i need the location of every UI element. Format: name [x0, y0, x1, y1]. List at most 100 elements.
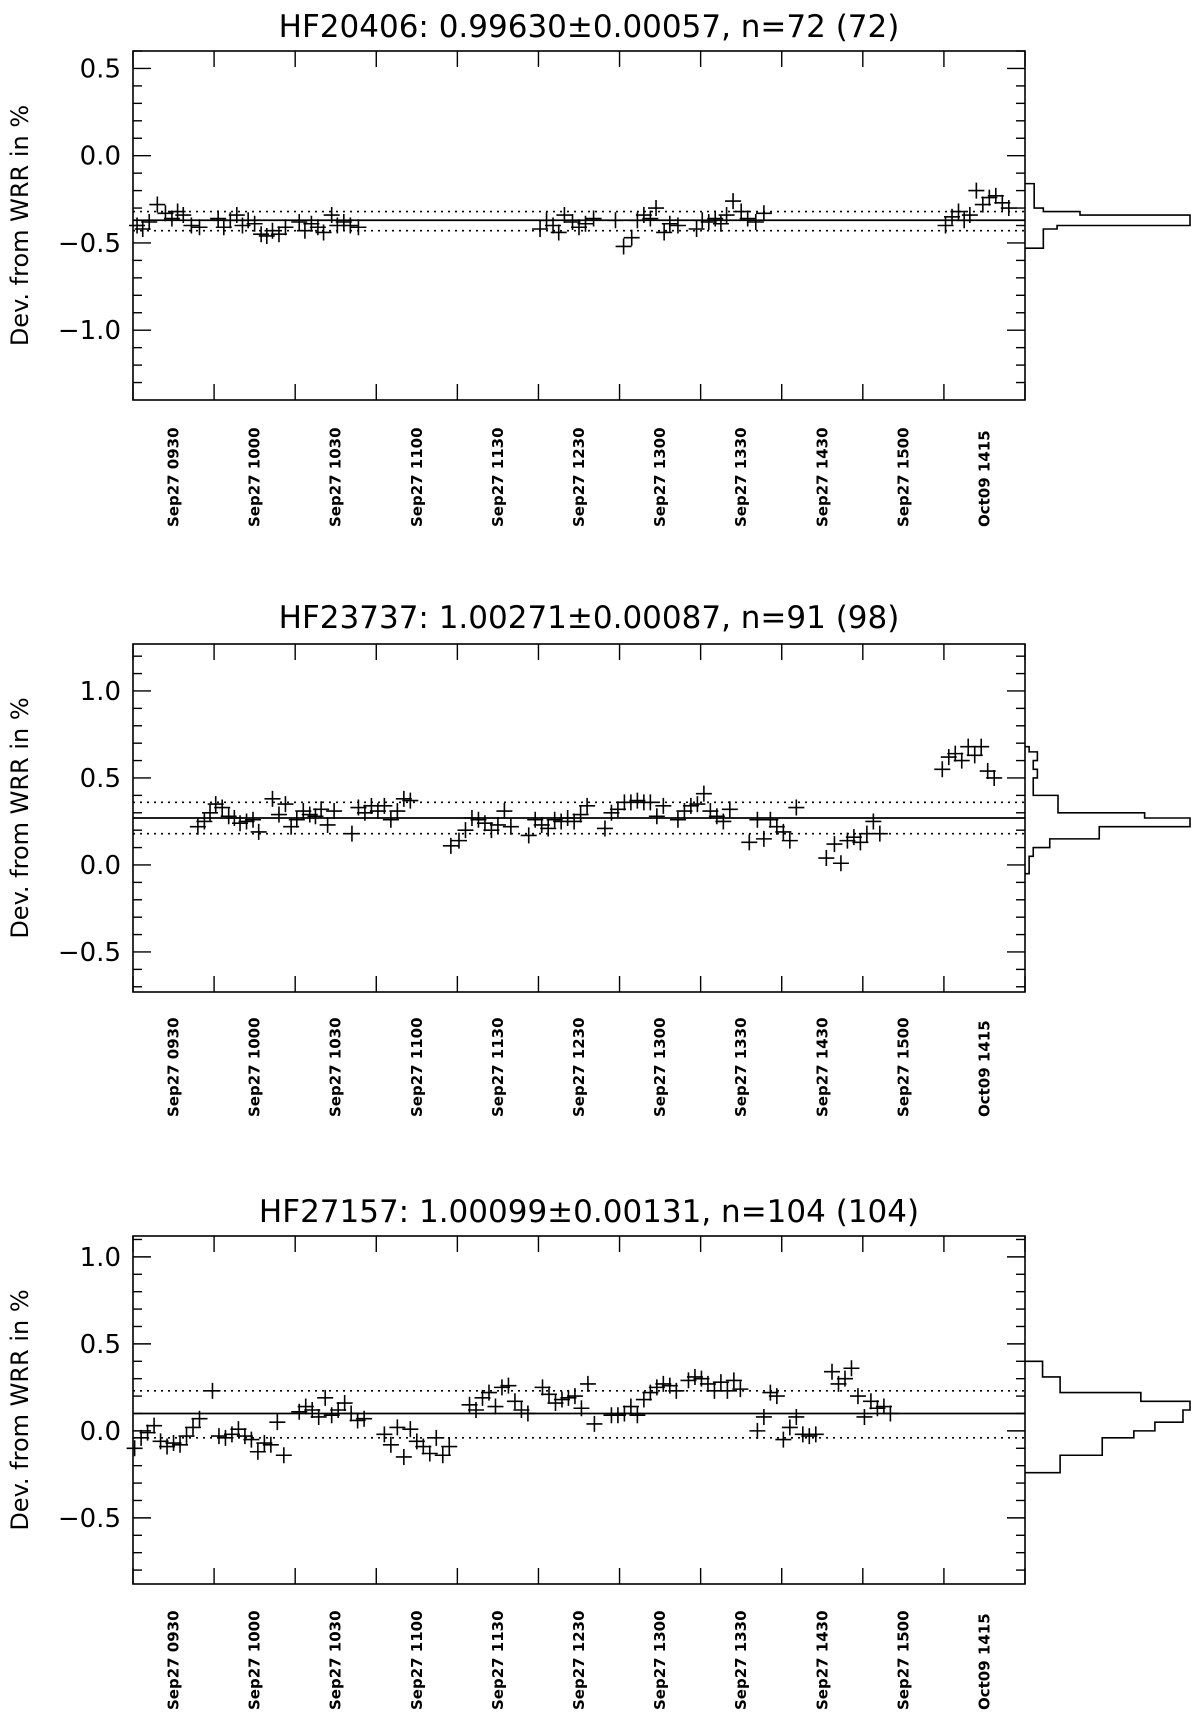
x-tick-label: Sep27 1130 — [489, 1017, 507, 1117]
data-point — [824, 1363, 841, 1380]
data-point — [739, 210, 756, 227]
data-point — [585, 210, 602, 227]
chart-panel-3: HF27157: 1.00099±0.00131, n=104 (104) Dev… — [6, 1194, 1191, 1710]
data-point — [953, 752, 970, 769]
data-point — [217, 1429, 234, 1446]
data-point — [559, 810, 576, 826]
data-point — [642, 794, 659, 811]
data-point — [712, 215, 729, 232]
x-tick-label: Sep27 1300 — [651, 1017, 669, 1117]
data-point — [291, 214, 308, 231]
data-point — [966, 747, 983, 764]
histogram — [1025, 182, 1191, 249]
x-tick-label: Sep27 1430 — [813, 1610, 831, 1710]
data-point — [961, 207, 978, 224]
data-point — [277, 219, 294, 236]
data-point — [695, 785, 712, 802]
data-point — [609, 801, 626, 818]
data-point — [421, 1445, 438, 1462]
data-point — [502, 818, 519, 835]
data-point — [807, 1426, 824, 1443]
data-point — [689, 796, 706, 813]
data-point — [236, 1428, 253, 1445]
y-tick-label: −0.5 — [58, 938, 121, 968]
data-point — [579, 797, 596, 814]
data-point — [468, 1402, 485, 1418]
y-tick-label: 0.0 — [80, 1417, 121, 1447]
chart-title: HF20406: 0.99630±0.00057, n=72 (72) — [279, 9, 900, 45]
data-point — [165, 1435, 182, 1452]
x-tick-label: Sep27 1130 — [489, 427, 507, 527]
data-point — [172, 1436, 189, 1453]
data-point — [519, 1405, 536, 1422]
data-point — [520, 827, 537, 844]
data-point — [680, 1372, 697, 1389]
data-point — [277, 796, 294, 813]
data-point — [303, 215, 320, 232]
data-point — [686, 1368, 703, 1385]
data-point — [642, 210, 659, 227]
x-tick-label: Sep27 1000 — [246, 427, 264, 527]
data-point — [721, 801, 738, 818]
x-tick-label: Sep27 1030 — [327, 1610, 345, 1710]
data-point — [635, 207, 652, 224]
data-point — [655, 1375, 672, 1392]
data-point — [262, 1436, 279, 1453]
data-point — [682, 797, 699, 814]
data-point — [712, 1374, 729, 1391]
data-point — [240, 212, 257, 229]
data-point — [214, 799, 231, 816]
x-tick-label: Sep27 1500 — [894, 427, 912, 527]
data-point — [699, 1375, 716, 1392]
data-point — [330, 1402, 347, 1418]
data-point — [540, 1386, 557, 1403]
y-axis-label: Dev. from WRR in % — [6, 697, 34, 938]
data-point — [629, 792, 646, 809]
data-point — [457, 822, 474, 839]
x-tick-label: Sep27 1100 — [408, 1610, 426, 1710]
data-point — [616, 1405, 633, 1422]
data-point — [402, 1421, 419, 1438]
data-point — [146, 1417, 163, 1434]
data-point — [661, 215, 678, 232]
data-point — [415, 1438, 432, 1455]
data-point — [540, 820, 557, 837]
data-point — [463, 810, 480, 826]
data-point — [566, 1388, 583, 1405]
y-tick-label: 0.0 — [80, 851, 121, 881]
chart-title: HF27157: 1.00099±0.00131, n=104 (104) — [259, 1194, 919, 1230]
data-point — [296, 222, 313, 239]
data-point — [719, 1382, 736, 1399]
data-point — [950, 203, 967, 220]
data-point — [250, 823, 267, 840]
chart-panel-2: HF23737: 1.00271±0.00087, n=91 (98) Dev. … — [6, 600, 1191, 1117]
data-point — [656, 224, 673, 241]
data-point — [843, 1360, 860, 1377]
data-point — [694, 212, 711, 229]
data-point — [947, 745, 964, 762]
x-tick-label: Sep27 1500 — [894, 1017, 912, 1117]
x-tick-label: Sep27 1030 — [327, 427, 345, 527]
data-point — [579, 1375, 596, 1392]
data-point — [762, 811, 779, 828]
data-point — [389, 1419, 406, 1436]
data-point — [480, 1384, 497, 1401]
x-tick-label: Sep27 1300 — [651, 1610, 669, 1710]
data-point — [196, 813, 213, 830]
data-point — [476, 815, 493, 832]
data-point — [204, 1382, 221, 1399]
x-tick-label: Sep27 1330 — [732, 1610, 750, 1710]
data-point — [865, 813, 882, 830]
x-tick-label: Sep27 1000 — [246, 1017, 264, 1117]
data-point — [350, 219, 367, 236]
data-point — [232, 815, 249, 832]
data-point — [382, 1436, 399, 1453]
data-point — [513, 1402, 530, 1418]
data-point — [775, 1431, 792, 1448]
data-point — [428, 1429, 445, 1446]
data-point — [668, 1382, 685, 1399]
data-point — [202, 804, 219, 821]
data-point — [323, 207, 340, 224]
data-point — [356, 804, 373, 821]
